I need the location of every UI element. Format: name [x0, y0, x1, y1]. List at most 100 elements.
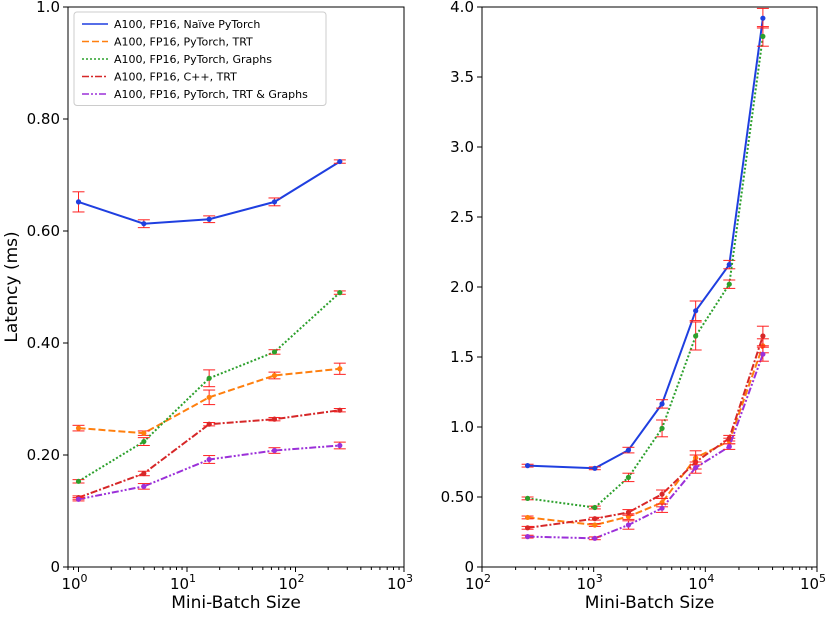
x-tick-label: 103: [387, 572, 413, 593]
data-point: [592, 516, 598, 522]
y-tick-label: 1.0: [36, 0, 60, 16]
data-point: [726, 262, 732, 268]
data-point: [693, 333, 699, 339]
y-tick-label: 1.0: [450, 418, 474, 436]
data-point: [625, 509, 632, 515]
data-point: [206, 394, 212, 400]
data-point: [271, 199, 278, 205]
data-point: [141, 221, 147, 227]
x-tick-label: 101: [170, 572, 196, 593]
data-point: [659, 401, 665, 407]
data-point: [592, 504, 598, 511]
series-1: [72, 158, 346, 229]
y-tick-label: 0: [464, 558, 474, 576]
x-axis-title: Mini-Batch Size: [585, 593, 715, 613]
data-point: [271, 447, 278, 454]
y-tick-label: 0.40: [27, 334, 60, 352]
x-tick-label: 105: [800, 572, 826, 593]
legend-label: A100, FP16, C++, TRT: [114, 71, 237, 84]
y-tick-label: 0.20: [27, 446, 60, 464]
x-tick-label: 100: [61, 572, 87, 593]
data-point: [75, 496, 82, 502]
x-tick-label: 103: [577, 572, 603, 593]
data-point: [760, 15, 766, 21]
legend: A100, FP16, Naïve PyTorch A100, FP16, PyT…: [73, 11, 327, 106]
data-point: [693, 308, 699, 314]
data-point: [693, 465, 699, 471]
data-point: [726, 281, 732, 287]
legend-label: A100, FP16, PyTorch, Graphs: [114, 53, 272, 66]
data-point: [141, 470, 147, 477]
series-line: [527, 335, 764, 529]
x-tick-label: 104: [688, 572, 714, 593]
x-axis-title: Mini-Batch Size: [171, 593, 301, 613]
legend-label: A100, FP16, PyTorch, TRT: [114, 36, 253, 49]
y-tick-label: 4.0: [450, 0, 474, 16]
series-3: [72, 290, 346, 484]
legend-label: A100, FP16, PyTorch, TRT & Graphs: [114, 88, 308, 101]
series-4: [521, 325, 769, 531]
data-point: [524, 534, 531, 540]
y-tick-label: 0.80: [27, 110, 60, 128]
y-tick-label: 3.5: [450, 68, 474, 86]
y-tick-label: 2.5: [450, 208, 474, 226]
data-point: [75, 478, 82, 484]
data-point: [75, 425, 82, 431]
data-point: [659, 491, 665, 497]
data-point: [625, 474, 632, 480]
data-point: [524, 495, 531, 501]
chart-panel-2: 0 0.50 1.0 1.5 2.0 2.5 3.0 3.5 4.0 102 103 104 105 Mi…: [441, 0, 826, 613]
data-point: [524, 463, 531, 469]
data-point: [659, 425, 665, 431]
series-2: [521, 338, 769, 528]
series-2: [72, 362, 346, 436]
y-tick-label: 0: [50, 558, 60, 576]
data-point: [592, 535, 598, 541]
y-tick-label: 2.0: [450, 278, 474, 296]
data-point: [206, 375, 212, 381]
y-tick-label: 1.5: [450, 348, 474, 366]
data-point: [524, 514, 531, 521]
chart-panel-1: 0 0.20 0.40 0.60 0.80 1.0 100 101 102 103 Mini-Bat…: [2, 0, 413, 613]
data-point: [592, 522, 598, 528]
data-point: [337, 407, 343, 413]
data-point: [726, 435, 732, 441]
data-point: [726, 444, 732, 450]
y-axis-title: Latency (ms): [2, 231, 22, 342]
series-1: [521, 7, 769, 471]
y-tick-label: 0.50: [441, 488, 474, 506]
data-point: [337, 290, 343, 296]
data-point: [592, 465, 598, 471]
series-3: [521, 26, 769, 511]
data-point: [659, 505, 665, 511]
series-5: [72, 441, 346, 502]
data-point: [760, 351, 766, 357]
data-point: [206, 216, 212, 222]
legend-box: [73, 11, 327, 106]
y-tick-label: 0.60: [27, 222, 60, 240]
legend-label: A100, FP16, Naïve PyTorch: [114, 18, 260, 31]
series-4: [72, 407, 346, 501]
series-line: [78, 409, 340, 499]
data-point: [760, 33, 766, 40]
data-point: [141, 430, 147, 436]
data-point: [625, 447, 632, 453]
data-point: [271, 349, 278, 355]
data-point: [524, 525, 531, 531]
data-point: [625, 522, 632, 528]
data-point: [141, 483, 147, 489]
data-point: [141, 438, 147, 445]
data-point: [337, 158, 343, 165]
x-tick-label: 102: [465, 572, 491, 593]
data-point: [760, 333, 766, 339]
plot-frame: [481, 6, 818, 568]
series-line: [78, 444, 340, 501]
y-tick-label: 3.0: [450, 138, 474, 156]
data-point: [337, 442, 343, 449]
data-point: [206, 456, 212, 463]
data-point: [271, 372, 278, 379]
series-line: [527, 18, 764, 470]
data-point: [206, 421, 212, 427]
